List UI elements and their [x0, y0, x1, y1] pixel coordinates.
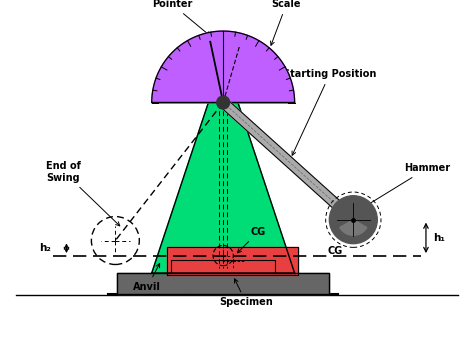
Circle shape	[329, 196, 377, 244]
Text: CG: CG	[237, 227, 266, 253]
Polygon shape	[340, 220, 367, 235]
Text: Pointer: Pointer	[152, 0, 210, 36]
Polygon shape	[152, 103, 295, 273]
Text: End of
Swing: End of Swing	[46, 161, 120, 226]
Text: Starting Position: Starting Position	[283, 69, 376, 155]
Text: Specimen: Specimen	[219, 279, 273, 307]
Text: CG: CG	[328, 246, 343, 256]
Polygon shape	[117, 273, 329, 294]
Polygon shape	[152, 31, 295, 103]
Polygon shape	[152, 260, 295, 273]
Text: Anvil: Anvil	[133, 264, 161, 292]
Text: Hammer: Hammer	[366, 163, 450, 206]
Polygon shape	[220, 99, 357, 223]
Text: Scale: Scale	[271, 0, 301, 45]
Text: h₁: h₁	[433, 233, 445, 243]
Circle shape	[217, 96, 229, 109]
Polygon shape	[167, 247, 298, 275]
Text: h₂: h₂	[39, 243, 51, 253]
